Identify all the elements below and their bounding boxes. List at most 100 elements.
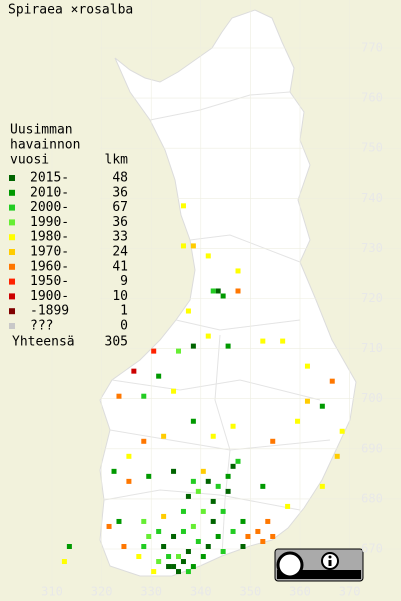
legend-swatch	[9, 308, 15, 315]
grid-square	[255, 528, 261, 534]
legend-swatch	[9, 175, 15, 181]
grid-square	[235, 288, 241, 294]
legend-count: 67	[112, 200, 128, 215]
legend-swatch	[9, 234, 15, 241]
grid-square	[240, 518, 246, 524]
legend-swatch	[9, 293, 15, 300]
grid-square	[215, 533, 221, 539]
legend-label: 1970-	[30, 245, 69, 260]
easting-label: 330	[140, 585, 162, 599]
northing-label: 670	[361, 542, 383, 556]
grid-square	[205, 544, 211, 549]
grid-square	[230, 528, 236, 534]
easting-label: 320	[91, 585, 113, 599]
legend-label: 1950-	[30, 274, 69, 289]
grid-square	[185, 549, 191, 555]
grid-square	[176, 569, 181, 575]
legend-count-heading: lkm	[105, 153, 129, 168]
grid-square	[205, 478, 211, 484]
grid-square	[230, 423, 236, 429]
legend-total-label: Yhteensä	[12, 335, 75, 350]
grid-square	[329, 378, 335, 384]
grid-square	[190, 418, 196, 424]
grid-square	[141, 544, 147, 549]
grid-square	[151, 348, 157, 354]
legend-count: 36	[112, 215, 128, 230]
grid-square	[225, 473, 231, 479]
grid-square	[195, 488, 201, 494]
northing-label: 760	[361, 91, 383, 105]
legend-swatch	[9, 249, 15, 255]
grid-square	[111, 468, 117, 474]
grid-square	[235, 458, 241, 464]
grid-square	[304, 398, 310, 404]
grid-square	[151, 569, 157, 575]
grid-square	[304, 363, 310, 369]
grid-square	[180, 243, 186, 249]
grid-square	[180, 528, 186, 534]
grid-square	[156, 528, 162, 534]
legend-swatch	[9, 263, 15, 270]
grid-square	[200, 508, 206, 514]
legend-swatch	[9, 204, 15, 211]
legend-label: 1980-	[30, 230, 69, 245]
grid-square	[180, 508, 186, 514]
easting-label: 360	[289, 585, 311, 599]
northing-label: 680	[361, 491, 383, 505]
grid-square	[319, 403, 325, 409]
legend-count: 36	[112, 185, 128, 200]
grid-square	[240, 544, 246, 549]
grid-square	[190, 343, 196, 349]
grid-square	[171, 564, 177, 570]
grid-square	[270, 533, 276, 539]
grid-square	[126, 453, 132, 459]
legend-label: 1900-	[30, 289, 69, 304]
by-head	[328, 555, 332, 559]
cc-circle	[276, 551, 304, 579]
legend-label: ???	[30, 319, 53, 334]
grid-square	[270, 438, 276, 444]
grid-square	[171, 533, 177, 539]
grid-square	[190, 243, 196, 249]
legend-count: 10	[112, 289, 128, 304]
legend-count: 41	[112, 259, 128, 274]
legend-count: 9	[120, 274, 128, 289]
easting-label: 310	[41, 585, 63, 599]
grid-square	[210, 288, 216, 294]
grid-square	[66, 544, 72, 549]
grid-square	[210, 433, 216, 439]
grid-square	[200, 468, 206, 474]
license-badge	[274, 548, 364, 582]
grid-square	[195, 538, 201, 544]
legend-heading: vuosi	[10, 153, 49, 168]
northing-label: 720	[361, 291, 383, 305]
legend-count: 24	[112, 245, 128, 260]
grid-square	[126, 478, 132, 484]
northing-label: 750	[361, 141, 383, 155]
grid-square	[210, 518, 216, 524]
grid-square	[141, 438, 147, 444]
grid-square	[161, 513, 167, 519]
grid-square	[185, 493, 191, 499]
grid-square	[260, 338, 266, 344]
grid-square	[220, 549, 226, 555]
grid-square	[285, 503, 291, 509]
by-body	[328, 560, 332, 566]
grid-square	[225, 343, 231, 349]
legend-label: 1960-	[30, 259, 69, 274]
grid-square	[210, 498, 216, 504]
grid-square	[176, 554, 181, 560]
grid-square	[146, 533, 152, 539]
easting-label: 340	[190, 585, 212, 599]
legend-count: 33	[112, 230, 128, 245]
grid-square	[260, 538, 266, 544]
easting-label: 370	[339, 585, 361, 599]
grid-square	[171, 388, 177, 394]
grid-square	[205, 253, 211, 259]
grid-square	[161, 433, 167, 439]
grid-square	[136, 554, 142, 560]
grid-square	[146, 473, 152, 479]
grid-square	[156, 559, 162, 565]
legend-swatch	[9, 219, 15, 226]
legend-label: 2010-	[30, 185, 69, 200]
